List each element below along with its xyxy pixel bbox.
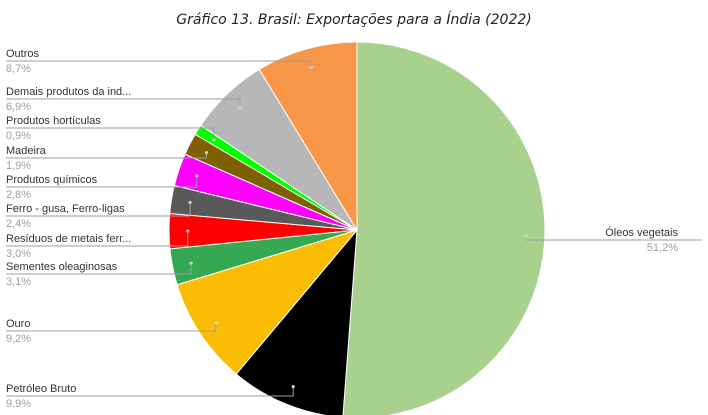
- slice-label-outros: Outros: [6, 48, 40, 60]
- leader-line-ferro-gusa-ferro-ligas: [6, 202, 191, 217]
- leader-line-petroleo-bruto: [6, 386, 294, 397]
- slice-pct-ferro-gusa-ferro-ligas: 2,4%: [6, 218, 31, 230]
- slice-pct-madeira: 1,9%: [6, 160, 31, 172]
- leader-line-produtos-quimicos: [6, 175, 198, 188]
- leader-line-produtos-horticulas: [6, 127, 215, 140]
- slice-label-produtos-horticulas: Produtos hortículas: [6, 115, 101, 127]
- leader-line-sementes-oleaginosas: [6, 263, 192, 275]
- leader-line-outros: [6, 60, 312, 68]
- slice-label-oleos-vegetais: Óleos vegetais: [605, 226, 678, 239]
- leader-dot-produtos-quimicos: [195, 174, 199, 178]
- slice-pct-produtos-quimicos: 2,8%: [6, 189, 31, 201]
- slice-pct-residuos-de-metais-ferr: 3,0%: [6, 248, 31, 260]
- leader-line-madeira: [6, 152, 207, 159]
- slice-pct-outros: 8,7%: [6, 63, 31, 75]
- slice-label-ferro-gusa-ferro-ligas: Ferro - gusa, Ferro-ligas: [6, 203, 125, 215]
- slice-label-residuos-de-metais-ferr: Resíduos de metais ferr...: [6, 233, 131, 245]
- chart-title: Gráfico 13. Brasil: Exportações para a Í…: [176, 12, 532, 28]
- slice-pct-ouro: 9,2%: [6, 333, 31, 345]
- leader-line-oleos-vegetais: [525, 236, 702, 241]
- slice-pct-oleos-vegetais: 51,2%: [647, 242, 678, 254]
- pie-slice-ouro: [176, 229, 359, 375]
- slice-pct-demais-produtos-da-ind: 6,9%: [6, 101, 31, 113]
- pie-slice-outros: [258, 41, 358, 232]
- pie-slice-petroleo-bruto: [235, 228, 358, 415]
- slice-label-demais-produtos-da-ind: Demais produtos da ind...: [6, 86, 131, 98]
- slice-label-ouro: Ouro: [6, 318, 30, 330]
- leader-dot-madeira: [204, 151, 209, 155]
- slice-label-madeira: Madeira: [6, 145, 47, 157]
- pie-slice-oleos-vegetais: [342, 41, 546, 415]
- slice-label-petroleo-bruto: Petróleo Bruto: [6, 383, 76, 395]
- slice-pct-sementes-oleaginosas: 3,1%: [6, 276, 31, 288]
- slice-pct-produtos-horticulas: 0,9%: [6, 130, 31, 142]
- leader-line-ouro: [6, 323, 217, 332]
- leader-dot-ferro-gusa-ferro-ligas: [188, 200, 192, 205]
- slice-pct-petroleo-bruto: 9,9%: [6, 398, 31, 410]
- leader-line-residuos-de-metais-ferr: [6, 231, 189, 247]
- slice-label-produtos-quimicos: Produtos químicos: [6, 174, 98, 186]
- slice-label-sementes-oleaginosas: Sementes oleaginosas: [6, 261, 118, 273]
- leader-line-demais-produtos-da-ind: [6, 98, 241, 108]
